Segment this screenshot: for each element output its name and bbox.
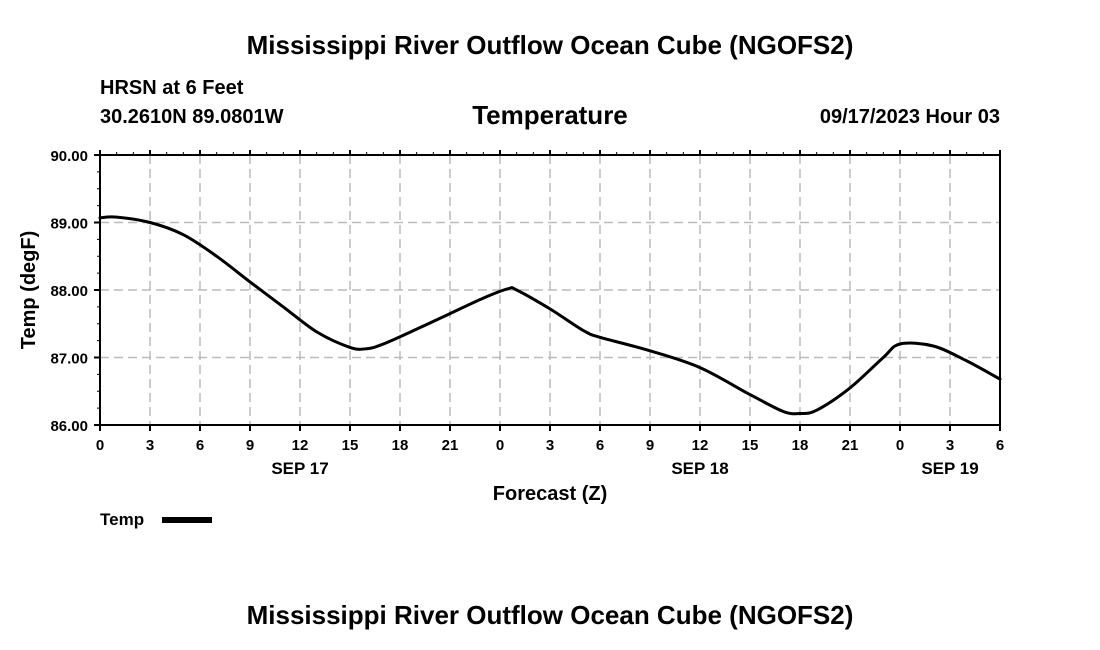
forecast-datetime: 09/17/2023 Hour 03 (819, 106, 1000, 128)
grid-lines (100, 155, 1000, 425)
y-tick-labels: 86.00 87.00 88.00 89.00 90.00 (50, 148, 88, 435)
y-tick-label: 90.00 (50, 148, 88, 165)
x-tick-label: 15 (342, 437, 359, 454)
station-coordinates: 30.2610N 89.0801W (100, 106, 284, 128)
x-tick-label: 3 (946, 437, 954, 454)
legend-label: Temp (100, 510, 144, 529)
y-axis-label: Temp (degF) (18, 231, 40, 350)
chart-title: Mississippi River Outflow Ocean Cube (NG… (246, 30, 854, 60)
y-tick-label: 86.00 (50, 418, 88, 435)
footer-title: Mississippi River Outflow Ocean Cube (NG… (246, 600, 854, 630)
temp-series-line (98, 215, 1002, 416)
chart-subtitle: Temperature (472, 100, 628, 130)
x-tick-label: 12 (292, 437, 309, 454)
x-tick-label: 0 (496, 437, 504, 454)
x-tick-label: 6 (596, 437, 604, 454)
x-tick-label: 3 (546, 437, 554, 454)
x-tick-label: 0 (896, 437, 904, 454)
x-tick-label: 9 (646, 437, 654, 454)
date-label: SEP 18 (671, 459, 728, 478)
x-tick-label: 12 (692, 437, 709, 454)
date-label: SEP 19 (921, 459, 978, 478)
x-tick-label: 3 (146, 437, 154, 454)
date-labels: SEP 17 SEP 18 SEP 19 (271, 459, 978, 478)
station-label: HRSN at 6 Feet (100, 77, 244, 99)
date-label: SEP 17 (271, 459, 328, 478)
x-tick-label: 18 (792, 437, 809, 454)
x-axis-label: Forecast (Z) (493, 483, 607, 505)
x-tick-label: 6 (996, 437, 1004, 454)
axis-ticks (94, 150, 1001, 431)
x-tick-label: 15 (742, 437, 759, 454)
x-tick-label: 6 (196, 437, 204, 454)
x-tick-label: 0 (96, 437, 104, 454)
x-tick-label: 21 (842, 437, 859, 454)
x-tick-label: 21 (442, 437, 459, 454)
temperature-chart: 86.00 87.00 88.00 89.00 90.00 0 3 6 9 12 15 18 21 0 3… (18, 148, 1004, 529)
x-tick-label: 9 (246, 437, 254, 454)
y-tick-label: 89.00 (50, 216, 88, 233)
x-tick-label: 18 (392, 437, 409, 454)
y-tick-label: 87.00 (50, 351, 88, 368)
x-tick-labels: 0 3 6 9 12 15 18 21 0 3 6 9 12 15 18 21 0 3 6 (96, 437, 1004, 454)
y-tick-label: 88.00 (50, 283, 88, 300)
